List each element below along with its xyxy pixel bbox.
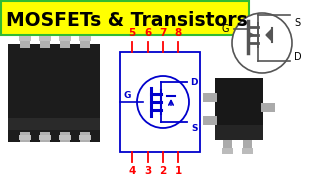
- Bar: [222, 148, 233, 154]
- Circle shape: [232, 13, 292, 73]
- Text: D: D: [294, 52, 302, 62]
- Bar: [242, 148, 253, 154]
- Bar: [59, 36, 71, 41]
- Bar: [19, 135, 31, 140]
- Bar: [60, 132, 70, 142]
- Text: 1: 1: [174, 166, 182, 176]
- Bar: [19, 36, 31, 41]
- Bar: [40, 38, 50, 48]
- Bar: [8, 44, 100, 142]
- Bar: [39, 36, 51, 41]
- Text: 7: 7: [159, 28, 167, 38]
- Text: MOSFETs & Transistors: MOSFETs & Transistors: [6, 10, 248, 30]
- Bar: [79, 135, 91, 140]
- Text: S: S: [191, 124, 198, 133]
- Text: 4: 4: [128, 166, 136, 176]
- Bar: [20, 132, 30, 142]
- Text: 3: 3: [144, 166, 152, 176]
- Bar: [59, 135, 71, 140]
- Bar: [40, 132, 50, 142]
- Bar: [203, 93, 217, 102]
- Bar: [80, 132, 90, 142]
- Bar: [223, 140, 232, 152]
- Text: 6: 6: [144, 28, 152, 38]
- Bar: [20, 38, 30, 48]
- Bar: [60, 38, 70, 48]
- Text: 5: 5: [128, 28, 136, 38]
- Text: G: G: [222, 24, 229, 34]
- Bar: [215, 125, 263, 140]
- Text: G: G: [124, 91, 132, 100]
- Text: S: S: [294, 18, 300, 28]
- Bar: [80, 38, 90, 48]
- Text: 8: 8: [174, 28, 182, 38]
- Circle shape: [137, 76, 189, 128]
- Bar: [1, 1, 249, 35]
- Bar: [261, 103, 275, 112]
- Bar: [243, 140, 252, 152]
- Bar: [120, 52, 200, 152]
- Bar: [215, 78, 263, 140]
- Text: D: D: [190, 78, 198, 87]
- Bar: [203, 116, 217, 125]
- Polygon shape: [266, 29, 272, 41]
- Text: 2: 2: [159, 166, 167, 176]
- Bar: [39, 135, 51, 140]
- Bar: [79, 36, 91, 41]
- Bar: [8, 118, 100, 130]
